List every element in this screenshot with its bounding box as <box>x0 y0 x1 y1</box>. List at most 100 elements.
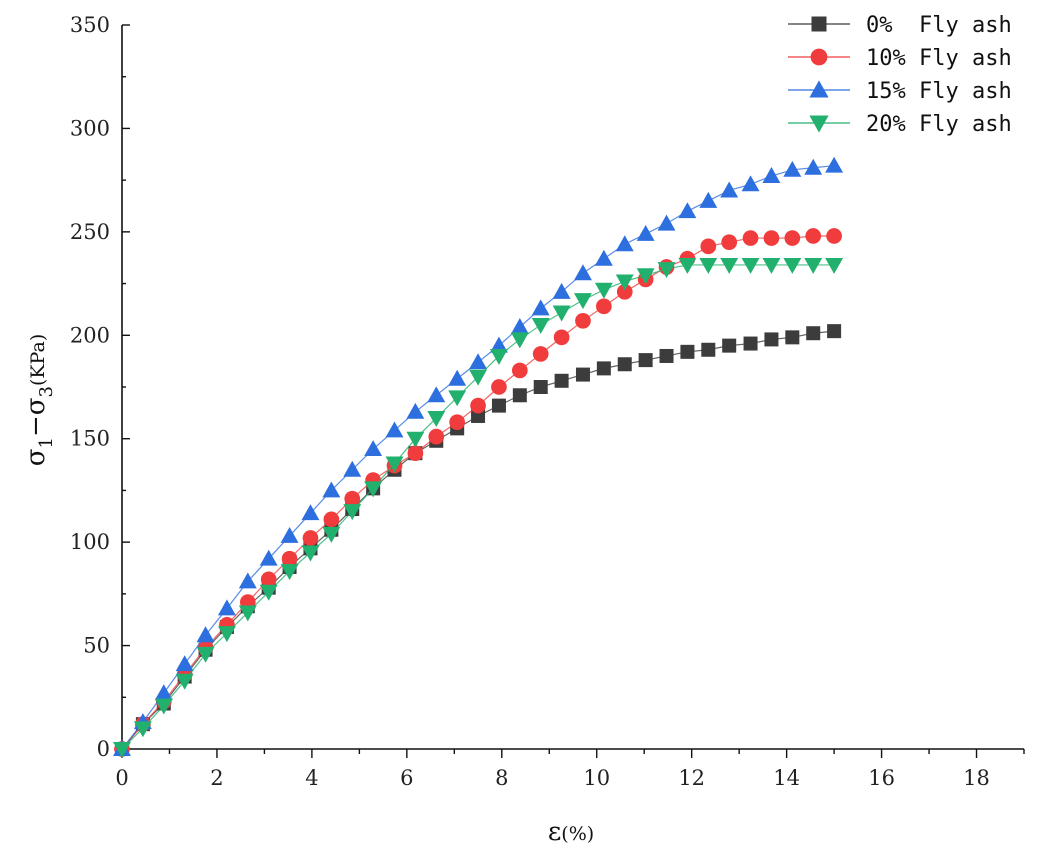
data-point <box>238 605 257 622</box>
data-point <box>552 282 571 299</box>
data-point <box>217 626 236 643</box>
data-point <box>280 526 299 543</box>
data-point <box>764 332 779 347</box>
data-point <box>617 357 632 372</box>
data-point <box>259 549 278 566</box>
data-point <box>554 373 569 388</box>
x-tick-label: 8 <box>495 766 508 790</box>
y-tick-label: 300 <box>70 116 110 140</box>
data-point <box>133 721 152 738</box>
series-line <box>121 235 835 750</box>
data-point <box>406 431 425 448</box>
data-point <box>699 257 718 274</box>
legend-label: 20% Fly ash <box>866 112 1012 137</box>
y-axis-title: σ1−σ3(KPa) <box>21 334 57 466</box>
data-point <box>699 191 718 208</box>
data-point <box>489 348 508 365</box>
data-point <box>659 348 674 363</box>
data-point <box>574 293 592 310</box>
data-point <box>804 257 823 274</box>
x-tick-label: 18 <box>963 766 990 790</box>
data-point <box>657 262 676 279</box>
data-point <box>427 386 446 403</box>
data-point <box>427 411 446 427</box>
legend-item: 15% Fly ash <box>788 79 1012 104</box>
data-point <box>196 626 215 643</box>
y-tick-label: 350 <box>70 13 110 37</box>
data-point <box>636 224 655 241</box>
series-line <box>121 165 835 750</box>
data-point <box>762 257 781 274</box>
y-title-sub3: 3 <box>36 386 57 397</box>
data-point <box>721 234 738 251</box>
data-point <box>553 329 570 346</box>
data-point <box>281 550 298 567</box>
data-point <box>154 698 173 715</box>
legend-marker <box>810 48 828 66</box>
legend-label: 10% Fly ash <box>866 46 1012 71</box>
data-point <box>638 353 653 368</box>
data-point <box>533 380 548 394</box>
series-layer <box>113 156 844 758</box>
data-point <box>720 181 739 198</box>
data-point <box>615 235 634 252</box>
data-point <box>720 257 739 274</box>
data-point <box>280 564 299 581</box>
axis-ticks: 0 50 100 150 200 250 300 350 0 2 4 6 8 10 12 14 16 18 <box>70 13 1025 790</box>
legend-item: 20% Fly ash <box>788 112 1012 137</box>
data-point <box>636 268 655 285</box>
data-point <box>594 282 613 299</box>
data-point <box>491 379 507 395</box>
data-point <box>449 414 466 431</box>
data-point <box>364 481 383 498</box>
series-4 <box>113 257 844 758</box>
data-point <box>301 545 320 562</box>
data-point <box>323 511 340 528</box>
data-point <box>531 317 550 334</box>
y-title-sub1: 1 <box>36 437 57 448</box>
series-line <box>121 330 835 750</box>
data-point <box>470 397 486 414</box>
x-tick-label: 16 <box>868 766 895 790</box>
data-point <box>700 238 717 255</box>
data-point <box>678 202 697 219</box>
data-point <box>594 249 613 266</box>
data-point <box>531 299 550 316</box>
data-point <box>552 305 571 322</box>
x-title-unit: (%) <box>561 823 594 845</box>
y-tick-label: 50 <box>83 634 110 658</box>
y-title-unit: (KPa) <box>27 334 49 386</box>
x-title-epsilon: ε <box>548 817 561 847</box>
data-point <box>574 264 592 281</box>
data-point <box>575 312 591 329</box>
data-point <box>322 481 341 498</box>
data-point <box>238 572 257 589</box>
data-point <box>785 330 800 345</box>
data-point <box>343 504 362 521</box>
data-point <box>469 353 488 370</box>
x-tick-label: 6 <box>400 766 413 790</box>
series-2 <box>114 228 842 757</box>
legend-label: 15% Fly ash <box>866 79 1012 104</box>
data-point <box>741 257 760 274</box>
data-point <box>510 318 529 335</box>
x-tick-label: 0 <box>115 766 128 790</box>
data-point <box>575 367 590 382</box>
data-point <box>407 445 424 462</box>
y-tick-label: 0 <box>97 737 110 761</box>
x-axis-title: ε(%) <box>548 817 594 847</box>
data-point <box>385 456 404 473</box>
data-point <box>491 398 506 413</box>
data-point <box>804 158 823 175</box>
data-point <box>532 346 549 362</box>
data-point <box>428 428 445 445</box>
x-tick-label: 2 <box>210 766 223 790</box>
data-point <box>825 257 844 274</box>
data-point <box>827 324 842 339</box>
data-point <box>596 361 611 376</box>
x-tick-label: 14 <box>773 766 800 790</box>
data-point <box>448 390 467 407</box>
legend-marker <box>809 80 829 98</box>
y-tick-label: 250 <box>70 220 110 244</box>
data-point <box>406 402 425 419</box>
